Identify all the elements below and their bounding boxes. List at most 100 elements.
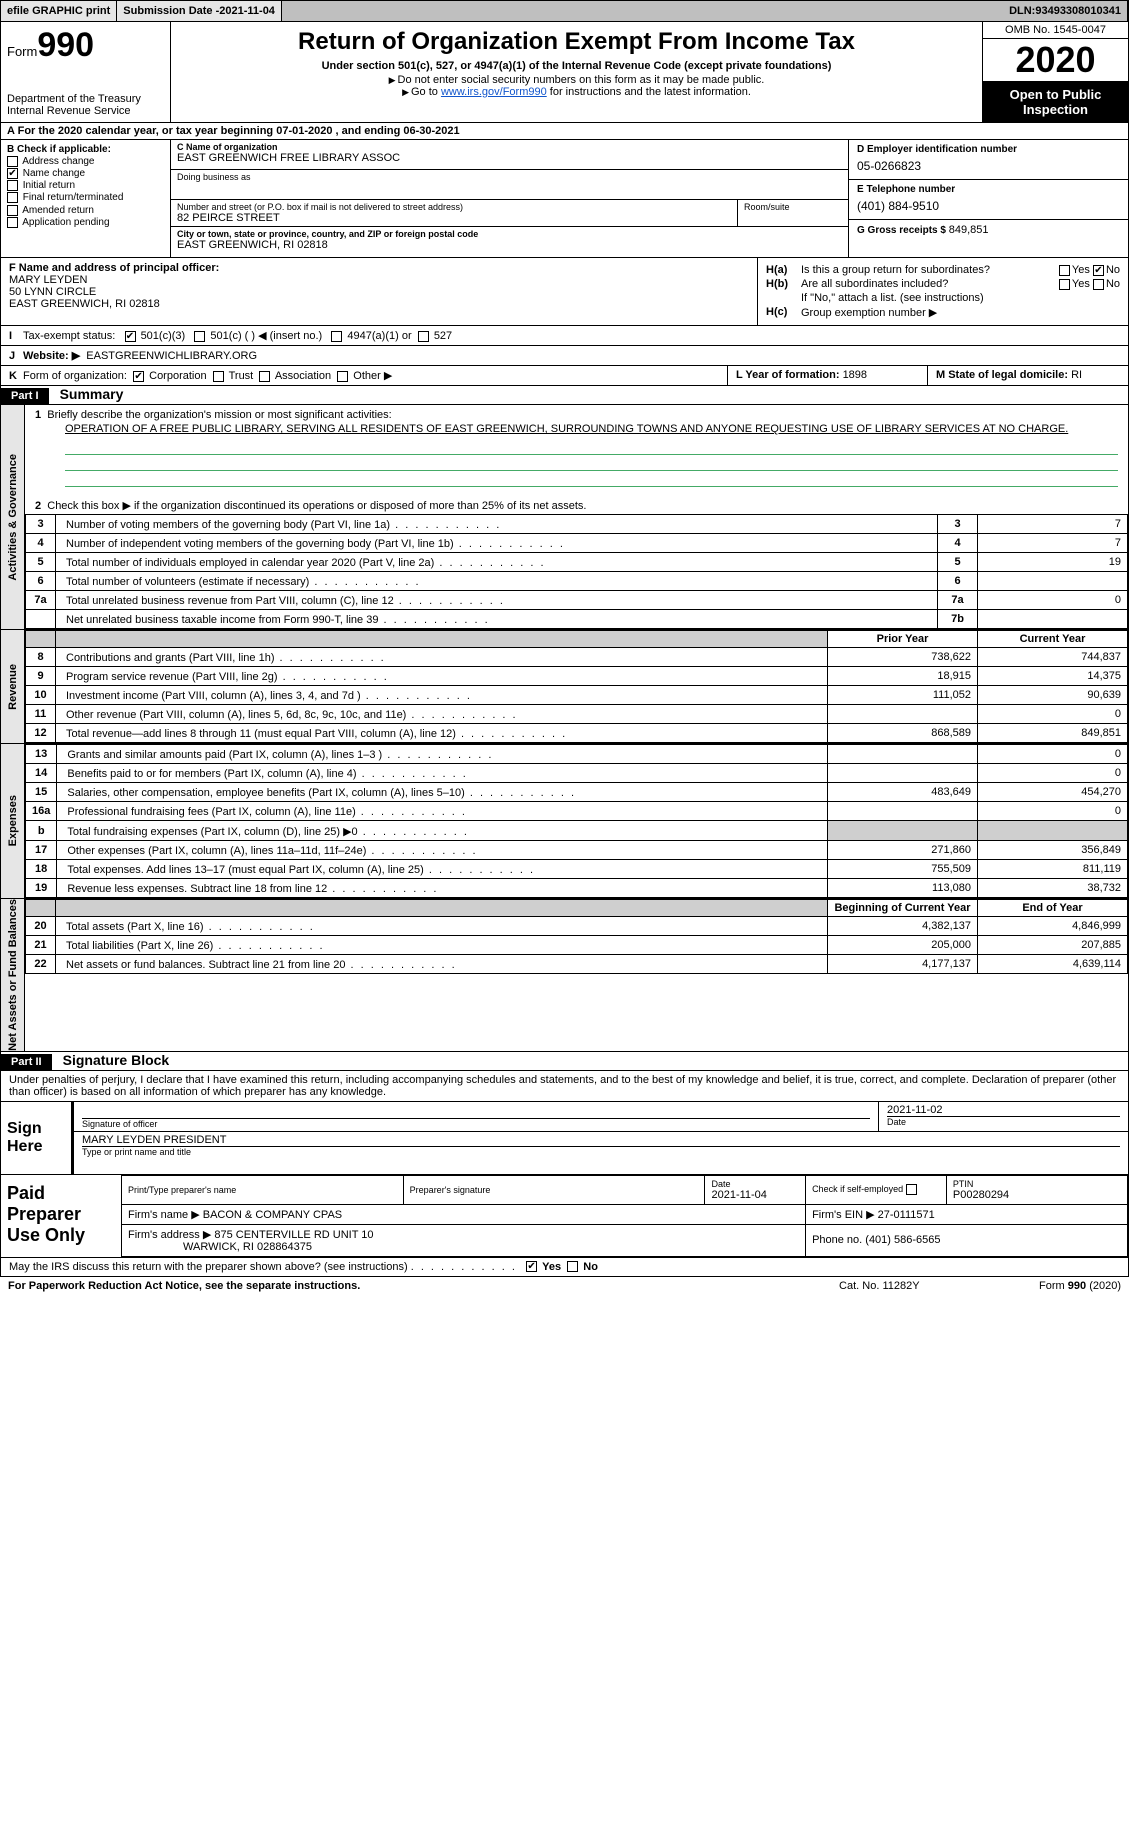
b-checkbox-4[interactable] xyxy=(7,205,18,216)
line-desc: Grants and similar amounts paid (Part IX… xyxy=(57,745,828,764)
b-checkbox-3[interactable] xyxy=(7,192,18,203)
sig-date-caption: Date xyxy=(887,1116,1120,1127)
phone-value: (401) 884-9510 xyxy=(857,199,1120,213)
line-num: 19 xyxy=(26,879,57,898)
expenses-table: 13 Grants and similar amounts paid (Part… xyxy=(25,744,1128,898)
city-cell: City or town, state or province, country… xyxy=(171,227,848,257)
line-desc: Investment income (Part VIII, column (A)… xyxy=(56,686,828,705)
b-option-4[interactable]: Amended return xyxy=(7,205,164,216)
form-note-ssn: Do not enter social security numbers on … xyxy=(181,74,972,86)
i-501c-checkbox[interactable] xyxy=(194,331,205,342)
k-other-checkbox[interactable] xyxy=(337,371,348,382)
current-val: 849,851 xyxy=(978,724,1128,743)
line-desc: Total number of individuals employed in … xyxy=(56,553,938,572)
q1: 1 Briefly describe the organization's mi… xyxy=(25,405,1128,423)
ein-cell: D Employer identification number 05-0266… xyxy=(849,140,1128,180)
prior-val: 205,000 xyxy=(828,936,978,955)
line-val xyxy=(978,610,1128,629)
irs-form990-link[interactable]: www.irs.gov/Form990 xyxy=(441,86,547,98)
i-501c3-checkbox[interactable] xyxy=(125,331,136,342)
year-formation: L Year of formation: 1898 xyxy=(728,366,928,385)
line-num: 17 xyxy=(26,841,57,860)
part1-bar: Part I xyxy=(1,388,49,404)
hb-yes-checkbox[interactable] xyxy=(1059,279,1070,290)
self-employed-checkbox[interactable] xyxy=(906,1184,917,1195)
tax-year: 2020 xyxy=(983,39,1128,82)
line-val xyxy=(978,572,1128,591)
b-checkbox-2[interactable] xyxy=(7,180,18,191)
website-value: EASTGREENWICHLIBRARY.ORG xyxy=(86,350,257,362)
firm-addr2: WARWICK, RI 028864375 xyxy=(183,1241,312,1253)
prior-val: 18,915 xyxy=(828,667,978,686)
line-desc: Total liabilities (Part X, line 26) xyxy=(56,936,828,955)
street-cell: Number and street (or P.O. box if mail i… xyxy=(171,200,738,226)
room-cell: Room/suite xyxy=(738,200,848,226)
line-num xyxy=(26,610,56,629)
b-option-0[interactable]: Address change xyxy=(7,156,164,167)
firm-phone-label: Phone no. xyxy=(812,1234,865,1246)
line-desc: Other expenses (Part IX, column (A), lin… xyxy=(57,841,828,860)
dba-cell: Doing business as xyxy=(171,170,848,200)
ha-yes-checkbox[interactable] xyxy=(1059,265,1070,276)
part2-bar: Part II xyxy=(1,1054,52,1070)
k-corp-checkbox[interactable] xyxy=(133,371,144,382)
governance-table: 3 Number of voting members of the govern… xyxy=(25,514,1128,629)
b-checkbox-5[interactable] xyxy=(7,217,18,228)
penalty-statement: Under penalties of perjury, I declare th… xyxy=(0,1071,1129,1102)
officer-group-row: F Name and address of principal officer:… xyxy=(0,258,1129,326)
public-inspection-label: Open to Public Inspection xyxy=(983,82,1128,122)
line-num: 20 xyxy=(26,917,56,936)
form-subtitle: Under section 501(c), 527, or 4947(a)(1)… xyxy=(181,60,972,72)
sig-officer-caption: Signature of officer xyxy=(82,1118,870,1129)
line-desc: Number of independent voting members of … xyxy=(56,534,938,553)
side-expenses: Expenses xyxy=(1,744,25,898)
current-val: 38,732 xyxy=(978,879,1128,898)
prep-sig-label: Preparer's signature xyxy=(410,1185,699,1195)
irsq-no-checkbox[interactable] xyxy=(567,1261,578,1272)
b-option-1[interactable]: Name change xyxy=(7,168,164,179)
line-num: 13 xyxy=(26,745,57,764)
b-option-2[interactable]: Initial return xyxy=(7,180,164,191)
hb-no-checkbox[interactable] xyxy=(1093,279,1104,290)
dba-label: Doing business as xyxy=(177,172,842,182)
line-num: 16a xyxy=(26,802,57,821)
k-assoc-checkbox[interactable] xyxy=(259,371,270,382)
b-checkbox-0[interactable] xyxy=(7,156,18,167)
current-val: 4,846,999 xyxy=(978,917,1128,936)
efile-print-button[interactable]: efile GRAPHIC print xyxy=(1,1,117,21)
prior-val xyxy=(828,745,978,764)
page-footer: For Paperwork Reduction Act Notice, see … xyxy=(0,1277,1129,1295)
b-checkbox-1[interactable] xyxy=(7,168,18,179)
side-governance: Activities & Governance xyxy=(1,405,25,629)
top-bar: efile GRAPHIC print Submission Date - 20… xyxy=(0,0,1129,22)
officer-addr2: EAST GREENWICH, RI 02818 xyxy=(9,298,749,310)
officer-signature-line[interactable]: Signature of officer xyxy=(74,1102,878,1131)
b-option-3[interactable]: Final return/terminated xyxy=(7,192,164,203)
ha-no-checkbox[interactable] xyxy=(1093,265,1104,276)
i-527-checkbox[interactable] xyxy=(418,331,429,342)
irsq-yes-checkbox[interactable] xyxy=(526,1261,537,1272)
i-4947-checkbox[interactable] xyxy=(331,331,342,342)
line-val: 7 xyxy=(978,515,1128,534)
city-label: City or town, state or province, country… xyxy=(177,229,842,239)
line-num: 9 xyxy=(26,667,56,686)
line-desc: Number of voting members of the governin… xyxy=(56,515,938,534)
current-val: 4,639,114 xyxy=(978,955,1128,974)
state-domicile: M State of legal domicile: RI xyxy=(928,366,1128,385)
j-label: Website: ▶ xyxy=(23,350,80,362)
ha-question: Is this a group return for subordinates? xyxy=(801,264,1059,276)
tax-period-row: A For the 2020 calendar year, or tax yea… xyxy=(0,123,1129,140)
part1-revenue: Revenue Prior YearCurrent Year8 Contribu… xyxy=(0,630,1129,744)
form-word: Form xyxy=(7,44,37,59)
line-desc: Contributions and grants (Part VIII, lin… xyxy=(56,648,828,667)
line-num: 10 xyxy=(26,686,56,705)
name-address-column: C Name of organization EAST GREENWICH FR… xyxy=(171,140,848,257)
b-option-5[interactable]: Application pending xyxy=(7,217,164,228)
part2-header: Part II Signature Block xyxy=(0,1052,1129,1071)
line-val: 0 xyxy=(978,591,1128,610)
part1-title: Summary xyxy=(52,384,132,404)
line-box: 6 xyxy=(938,572,978,591)
k-trust-checkbox[interactable] xyxy=(213,371,224,382)
submission-date: Submission Date - 2021-11-04 xyxy=(117,1,282,21)
org-name-cell: C Name of organization EAST GREENWICH FR… xyxy=(171,140,848,170)
